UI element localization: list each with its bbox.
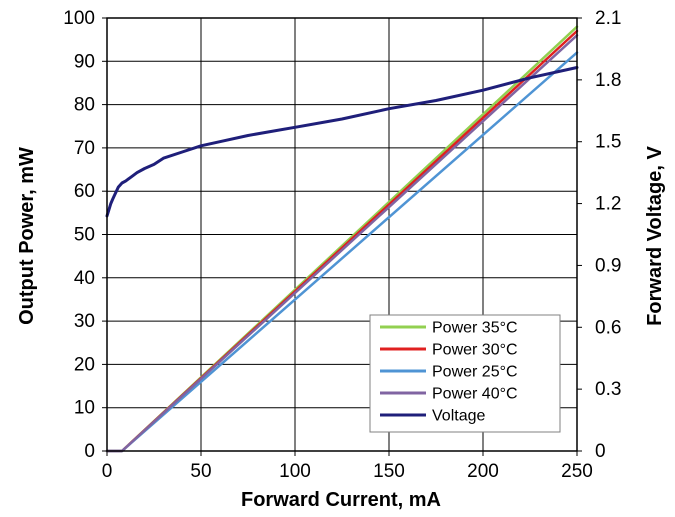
y2-tick-label: 0.9	[595, 255, 621, 276]
y2-tick-label: 2.1	[595, 8, 621, 29]
y-tick-label: 80	[74, 95, 95, 116]
y2-axis-title: Forward Voltage, V	[644, 146, 666, 326]
x-tick-label: 250	[561, 461, 593, 482]
y2-tick-label: 0	[595, 441, 606, 462]
y-tick-label: 60	[74, 181, 95, 202]
x-tick-label: 200	[467, 461, 499, 482]
y2-tick-label: 0.6	[595, 317, 621, 338]
x-tick-label: 0	[102, 461, 113, 482]
legend-label-power-25-c: Power 25°C	[432, 364, 518, 381]
y-tick-label: 90	[74, 51, 95, 72]
y-tick-label: 50	[74, 225, 95, 246]
y-tick-label: 0	[84, 441, 95, 462]
y2-tick-label: 1.2	[595, 194, 621, 215]
y2-tick-label: 0.3	[595, 379, 621, 400]
series-line-voltage	[105, 66, 579, 218]
y-tick-label: 20	[74, 354, 95, 375]
legend-label-power-40-c: Power 40°C	[432, 386, 518, 403]
y-tick-label: 30	[74, 311, 95, 332]
y-tick-label: 100	[63, 8, 95, 29]
y2-tick-label: 1.5	[595, 132, 621, 153]
x-axis-title: Forward Current, mA	[241, 489, 441, 511]
legend-label-voltage: Voltage	[432, 408, 485, 425]
y-tick-label: 70	[74, 138, 95, 159]
x-tick-label: 100	[279, 461, 311, 482]
legend-label-power-35-c: Power 35°C	[432, 320, 518, 337]
legend-box	[369, 314, 561, 433]
y-tick-label: 10	[74, 398, 95, 419]
axes	[102, 17, 582, 456]
x-tick-label: 150	[373, 461, 405, 482]
y-tick-label: 40	[74, 268, 95, 289]
x-tick-label: 50	[190, 461, 211, 482]
legend: Power 35°C Power 30°C Power 25°C Power 40°C…	[369, 314, 561, 433]
legend-label-power-30-c: Power 30°C	[432, 342, 518, 359]
y-axis-title: Output Power, mW	[16, 147, 38, 325]
y2-tick-label: 1.8	[595, 70, 621, 91]
tick-labels: 0 50 100 150 200 250010203040506070809010000.…	[63, 8, 621, 482]
